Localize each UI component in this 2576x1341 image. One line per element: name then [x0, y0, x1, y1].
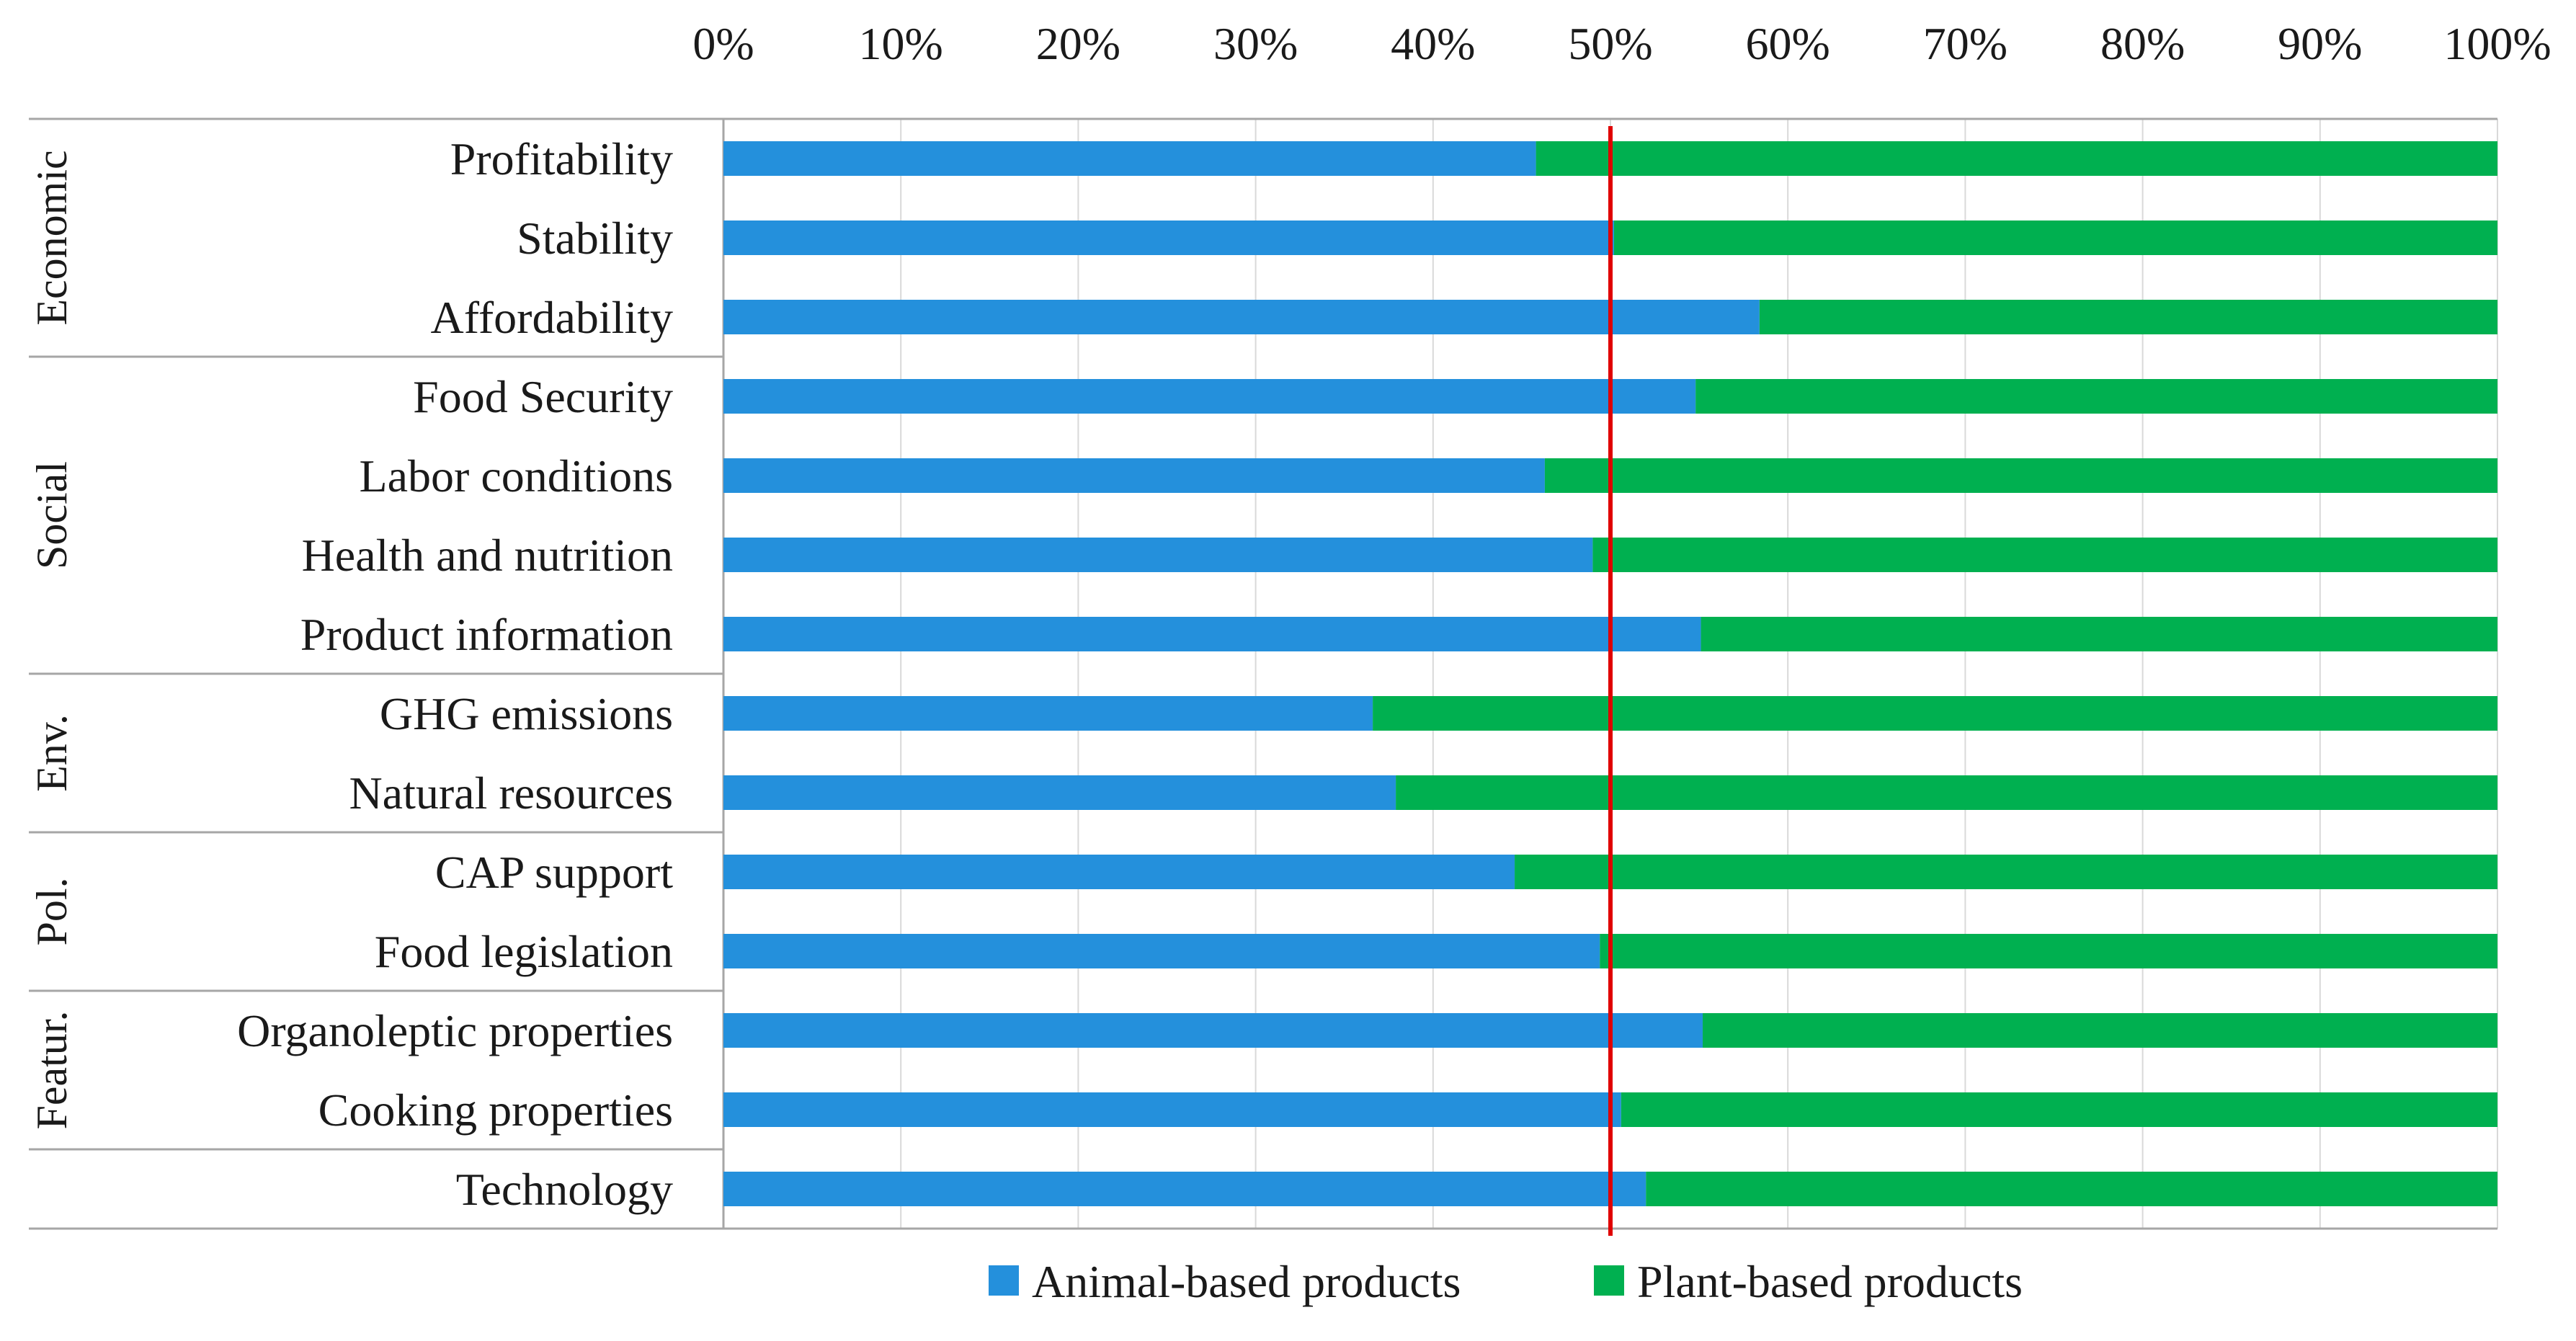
bar-plant-based [1621, 1092, 2497, 1127]
x-tick-label: 30% [1213, 18, 1298, 69]
bar-plant-based [1515, 855, 2497, 889]
legend-swatch [1594, 1265, 1624, 1296]
category-frame [29, 117, 2497, 1230]
group-label: Env. [28, 714, 76, 792]
bar-animal-based [723, 141, 1536, 176]
category-label: Stability [517, 213, 673, 264]
category-label: Food legislation [375, 926, 673, 977]
bar-animal-based [723, 1092, 1621, 1127]
legend-label: Animal-based products [1032, 1256, 1461, 1307]
category-label: Technology [456, 1164, 673, 1215]
x-tick-label: 100% [2443, 18, 2551, 69]
bar-plant-based [1600, 934, 2497, 968]
group-label: Pol. [28, 877, 76, 945]
bar-animal-based [723, 220, 1614, 255]
bar-plant-based [1695, 379, 2497, 414]
x-tick-label: 0% [692, 18, 754, 69]
category-label: Affordability [430, 292, 673, 343]
bar-plant-based [1373, 696, 2497, 731]
category-label: Product information [300, 609, 673, 660]
category-labels: Profitability Stability Affordability Food … [237, 133, 673, 1215]
x-axis-ticks: 0% 10% 20% 30% 40% 50% 60% 70% 80% 90% 100% [692, 18, 2551, 69]
legend-swatch [989, 1265, 1019, 1296]
x-tick-label: 60% [1746, 18, 1830, 69]
bar-plant-based [1592, 538, 2497, 572]
group-label: Economic [28, 150, 76, 325]
category-label: Health and nutrition [302, 530, 673, 581]
x-tick-label: 40% [1391, 18, 1475, 69]
category-label: GHG emissions [380, 688, 673, 739]
bar-animal-based [723, 458, 1545, 493]
bar-plant-based [1759, 300, 2497, 334]
legend: Animal-based products Plant-based product… [989, 1256, 2023, 1307]
x-tick-label: 20% [1036, 18, 1120, 69]
category-label: Profitability [450, 133, 673, 184]
bar-plant-based [1613, 220, 2497, 255]
bar-animal-based [723, 855, 1515, 889]
x-tick-label: 50% [1568, 18, 1652, 69]
bar-plant-based [1396, 775, 2497, 810]
bar-animal-based [723, 775, 1396, 810]
bar-plant-based [1646, 1172, 2497, 1206]
bar-animal-based [723, 934, 1600, 968]
bars [723, 141, 2497, 1206]
bar-animal-based [723, 617, 1701, 651]
bar-animal-based [723, 1172, 1646, 1206]
bar-animal-based [723, 379, 1696, 414]
bar-animal-based [723, 538, 1593, 572]
group-labels: Economic Social Env. Pol. Featur. [28, 150, 76, 1129]
category-label: Natural resources [349, 767, 673, 819]
gridlines [900, 119, 2498, 1229]
bar-animal-based [723, 696, 1373, 731]
category-label: Food Security [413, 371, 673, 422]
group-label: Featur. [28, 1011, 76, 1130]
x-tick-label: 90% [2278, 18, 2362, 69]
category-label: CAP support [435, 847, 673, 898]
category-label: Organoleptic properties [237, 1005, 673, 1056]
bar-plant-based [1544, 458, 2497, 493]
group-label: Social [28, 461, 76, 569]
x-tick-label: 70% [1923, 18, 2007, 69]
bar-plant-based [1701, 617, 2497, 651]
category-label: Cooking properties [318, 1084, 673, 1136]
x-tick-label: 80% [2100, 18, 2185, 69]
bar-plant-based [1703, 1013, 2497, 1048]
bar-plant-based [1536, 141, 2497, 176]
legend-label: Plant-based products [1637, 1256, 2023, 1307]
bar-animal-based [723, 300, 1760, 334]
bar-animal-based [723, 1013, 1703, 1048]
x-tick-label: 10% [859, 18, 943, 69]
category-label: Labor conditions [360, 450, 673, 502]
